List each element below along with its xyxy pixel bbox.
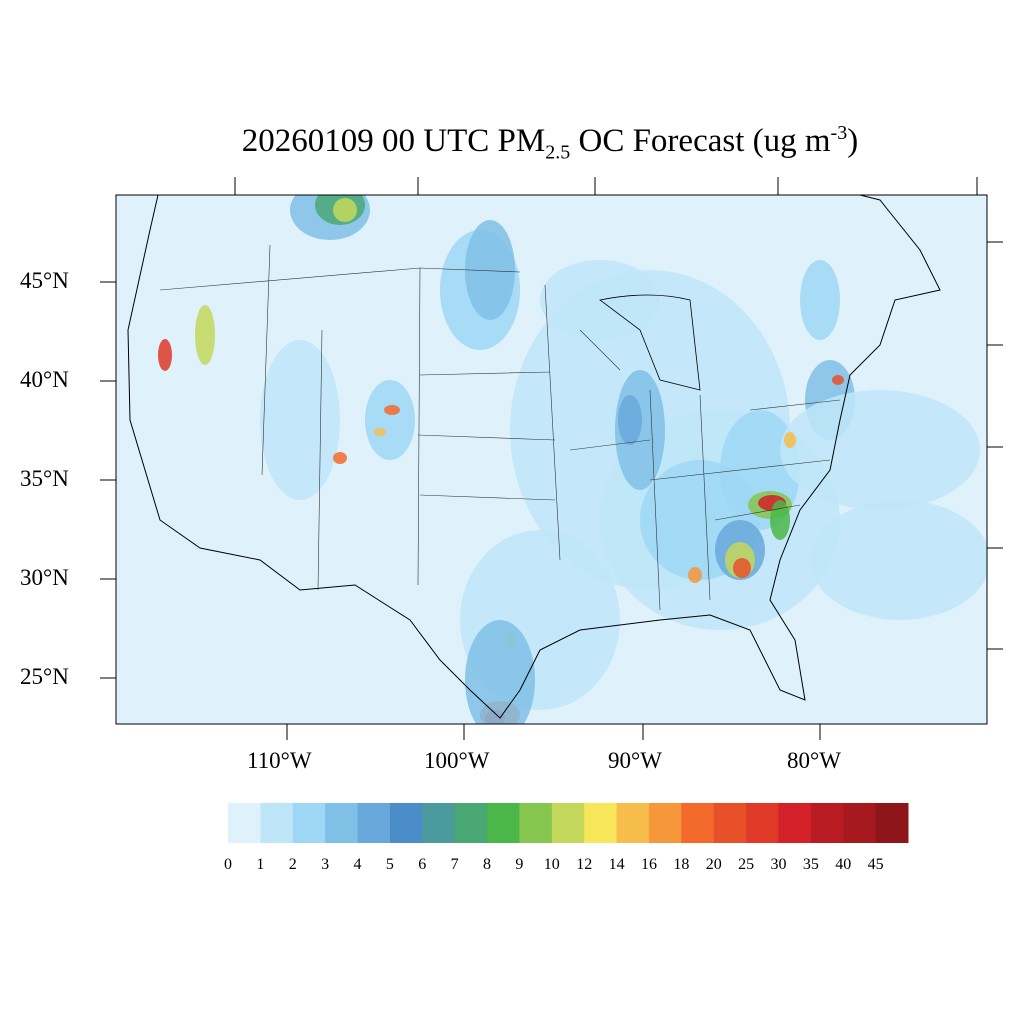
colorbar-bin <box>746 803 779 843</box>
concentration-area <box>260 340 340 500</box>
colorbar-bin <box>713 803 747 843</box>
concentration-area <box>465 220 515 320</box>
lat-label: 45°N <box>20 268 69 293</box>
colorbar-tick-label: 5 <box>385 856 394 873</box>
concentration-area <box>810 500 987 620</box>
coastline <box>127 195 941 719</box>
colorbar-tick-label: 9 <box>515 856 524 873</box>
colorbar-bin <box>325 803 359 843</box>
colorbar-tick-label: 0 <box>224 856 232 873</box>
colorbar-bin <box>260 803 294 843</box>
lon-label: 90°W <box>608 748 662 773</box>
concentration-area <box>784 432 796 448</box>
colorbar-bin <box>778 803 812 843</box>
colorbar-bin <box>616 803 650 843</box>
colorbar-tick-label: 10 <box>543 856 560 873</box>
concentration-area <box>333 198 357 222</box>
state-borders <box>159 244 841 611</box>
lat-label: 40°N <box>20 367 69 392</box>
concentration-area <box>365 380 415 460</box>
great-lakes <box>599 294 701 391</box>
colorbar-bin <box>584 803 618 843</box>
map-frame <box>115 194 988 725</box>
colorbar-bin <box>292 803 326 843</box>
colorbar-tick-label: 45 <box>867 856 884 873</box>
colorbar-bin <box>810 803 844 843</box>
concentration-area <box>780 390 980 510</box>
colorbar-bin <box>551 803 585 843</box>
lat-label: 30°N <box>20 565 69 590</box>
colorbar-tick-label: 25 <box>738 856 755 873</box>
colorbar-bin <box>228 803 261 843</box>
concentration-area <box>384 405 400 415</box>
concentration-area <box>618 395 642 445</box>
colorbar-bin <box>843 803 877 843</box>
lon-label: 110°W <box>247 748 312 773</box>
concentration-area <box>770 500 790 540</box>
colorbar-tick-label: 8 <box>483 856 492 873</box>
colorbar-tick-label: 40 <box>835 856 852 873</box>
colorbar-tick-label: 16 <box>640 856 657 873</box>
colorbar-bin <box>648 803 682 843</box>
colorbar-bin <box>454 803 488 843</box>
lat-label: 35°N <box>20 466 69 491</box>
colorbar-tick-label: 2 <box>288 856 297 873</box>
colorbar-tick-label: 1 <box>256 856 265 873</box>
colorbar-tick-label: 7 <box>450 856 459 873</box>
lat-label: 25°N <box>20 664 69 689</box>
concentration-area <box>800 260 840 340</box>
colorbar-bin <box>681 803 715 843</box>
colorbar-tick-label: 12 <box>576 856 593 873</box>
concentration-area <box>465 620 535 724</box>
concentration-area <box>333 452 347 464</box>
lon-label: 100°W <box>424 748 490 773</box>
colorbar-tick-label: 6 <box>418 856 427 873</box>
colorbar-bin <box>487 803 520 843</box>
concentration-area <box>733 558 751 578</box>
colorbar-tick-label: 3 <box>321 856 330 873</box>
concentration-area <box>158 339 172 371</box>
colorbar-tick-label: 14 <box>608 856 625 873</box>
colorbar-bin <box>389 803 423 843</box>
colorbar-tick-label: 4 <box>353 856 362 873</box>
colorbar-bin <box>422 803 456 843</box>
colorbar-bin <box>519 803 553 843</box>
chart-title: 20260109 00 UTC PM2.5 OC Forecast (ug m-… <box>241 122 859 164</box>
concentration-area <box>374 428 386 436</box>
concentration-area <box>688 567 702 583</box>
colorbar-tick-label: 20 <box>705 856 722 873</box>
colorbar-tick-label: 30 <box>770 856 787 873</box>
concentration-area <box>832 375 844 385</box>
colorbar-tick-label: 18 <box>673 856 690 873</box>
concentration-area <box>195 305 215 365</box>
colorbar-bin <box>875 803 909 843</box>
colorbar-tick-label: 35 <box>802 856 819 873</box>
colorbar-bin <box>357 803 391 843</box>
lon-label: 80°W <box>787 748 841 773</box>
